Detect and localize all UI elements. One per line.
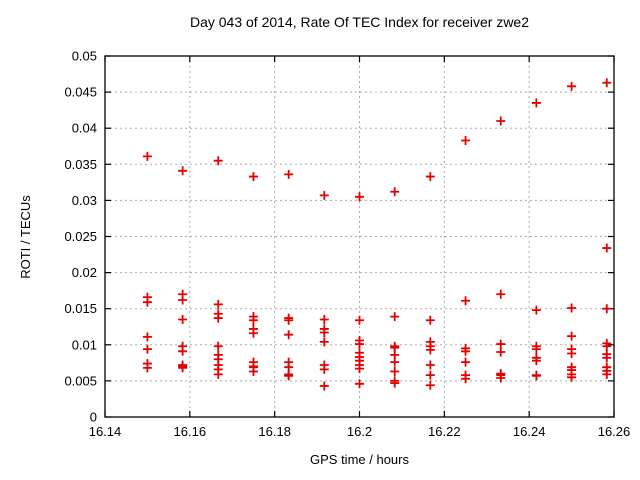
data-point-marker [213,299,223,309]
x-tick-label: 16.24 [513,424,546,439]
data-point-marker [567,372,577,382]
y-tick-labels: 0 0.005 0.01 0.015 0.02 0.025 0.03 0.035 0.04 0.0… [64,49,97,425]
data-point-marker [213,369,223,379]
y-tick-label: 0.01 [72,337,97,352]
y-tick-label: 0.035 [64,157,97,172]
data-point-marker [425,370,435,380]
data-point-marker [461,346,471,356]
data-point-marker [390,367,400,377]
data-point-marker [390,312,400,322]
y-axis-label: ROTI / TECUs [18,195,33,279]
data-point-marker [602,341,612,351]
data-point-marker [461,374,471,384]
x-tick-label: 16.14 [89,424,122,439]
data-point-marker [531,305,541,315]
y-tick-label: 0.04 [72,121,97,136]
data-point-marker [567,331,577,341]
data-point-marker [178,295,188,305]
x-tick-labels: 16.14 16.16 16.18 16.2 16.22 16.24 16.26 [89,424,631,439]
data-point-marker [390,378,400,388]
data-point-marker [531,371,541,381]
data-point-marker [602,304,612,314]
data-point-marker [319,381,329,391]
data-point-marker [567,81,577,91]
data-point-marker [319,337,329,347]
y-tick-label: 0.03 [72,193,97,208]
data-point-marker [425,360,435,370]
data-point-marker [142,344,152,354]
data-point-marker [496,289,506,299]
data-point-marker [602,78,612,88]
y-tick-label: 0.005 [64,373,97,388]
data-point-marker [602,243,612,253]
data-point-marker [248,328,258,338]
data-point-marker [178,166,188,176]
data-point-marker [602,353,612,363]
data-point-marker [355,339,364,349]
data-point-marker [531,344,541,354]
data-point-marker [213,156,223,166]
y-tick-label: 0.015 [64,301,97,316]
data-point-marker [355,315,364,325]
data-point-marker [531,356,541,366]
x-tick-label: 16.26 [598,424,631,439]
data-point-marker [248,315,258,325]
x-tick-label: 16.2 [347,424,372,439]
y-tick-label: 0.02 [72,265,97,280]
data-point-marker [496,373,506,383]
data-point-marker [425,380,435,390]
data-point-marker [142,332,152,342]
y-tick-label: 0.045 [64,85,97,100]
data-point-marker [284,371,294,381]
data-point-marker [284,330,294,340]
data-point-marker [178,363,188,373]
x-tick-label: 16.16 [174,424,207,439]
data-point-marker [390,357,400,367]
data-point-marker [284,169,294,179]
y-tick-label: 0.025 [64,229,97,244]
data-point-marker [355,192,364,202]
data-point-marker [319,364,329,374]
chart-title: Day 043 of 2014, Rate Of TEC Index for r… [190,14,529,30]
data-point-marker [284,315,294,325]
data-point-marker [531,98,541,108]
x-tick-label: 16.22 [428,424,461,439]
data-point-marker [390,187,400,197]
data-point-marker [425,172,435,182]
axis-ticks [104,55,615,418]
data-point-marker [425,345,435,355]
data-point-marker [355,379,364,389]
data-point-marker [355,364,364,374]
data-point-marker [496,116,506,126]
data-point-marker [178,346,188,356]
x-tick-label: 16.18 [258,424,291,439]
data-point-marker [248,367,258,377]
data-point-marker [602,369,612,379]
data-point-marker [496,347,506,357]
data-point-marker [567,303,577,313]
data-point-marker [461,357,471,367]
y-tick-label: 0 [90,410,97,425]
y-tick-label: 0.05 [72,49,97,64]
data-point-marker [213,313,223,323]
data-point-marker [319,328,329,338]
data-points [142,78,612,391]
data-point-marker [496,339,506,349]
data-point-marker [142,151,152,161]
data-point-marker [461,135,471,145]
gridlines [105,56,614,417]
data-point-marker [567,348,577,358]
data-point-marker [213,341,223,351]
data-point-marker [142,363,152,373]
data-point-marker [142,297,152,307]
data-point-marker [319,190,329,200]
data-point-marker [425,315,435,325]
data-point-marker [319,315,329,325]
data-point-marker [461,296,471,306]
data-point-marker [178,315,188,325]
x-axis-label: GPS time / hours [310,452,409,467]
data-point-marker [248,172,258,182]
